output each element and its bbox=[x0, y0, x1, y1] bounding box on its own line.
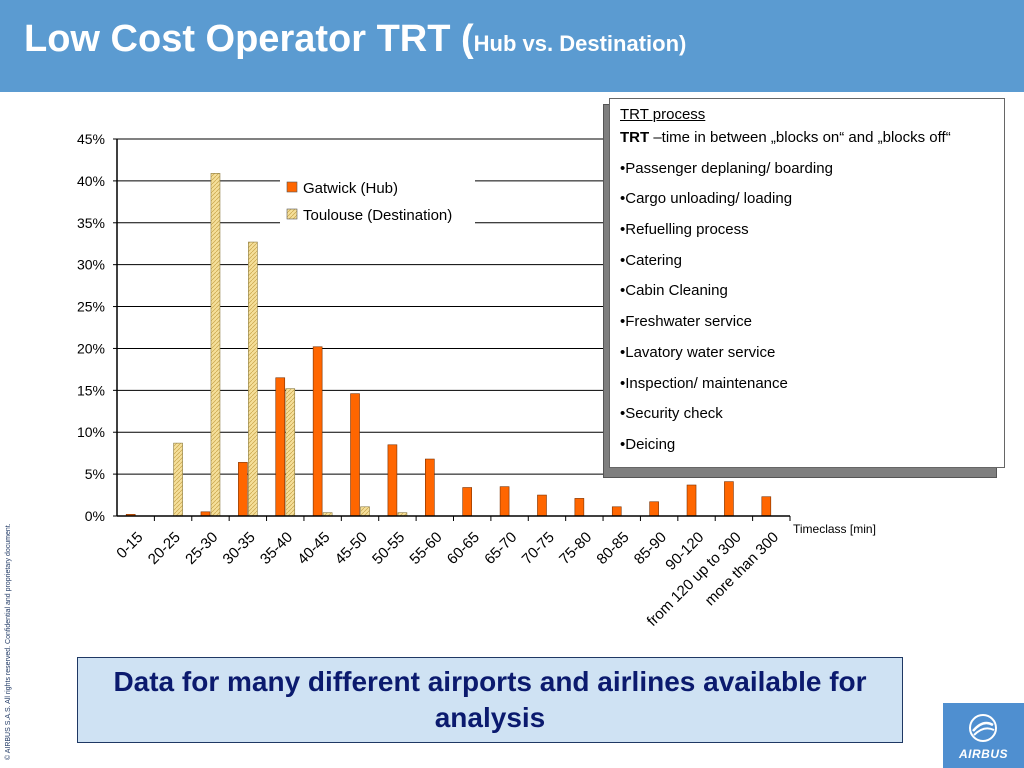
bar-toulouse bbox=[285, 388, 296, 517]
info-definition: TRT –time in between „blocks on“ and „bl… bbox=[620, 129, 1004, 160]
info-title: TRT process bbox=[620, 106, 706, 123]
bar-gatwick bbox=[387, 444, 398, 517]
x-tick-label: 75-80 bbox=[556, 529, 595, 568]
bar-gatwick bbox=[312, 346, 323, 517]
x-tick-label: 60-65 bbox=[444, 529, 483, 568]
bars bbox=[125, 173, 772, 517]
info-item: •Cabin Cleaning bbox=[620, 282, 728, 300]
x-tick-label: 45-50 bbox=[332, 529, 371, 568]
info-item: •Cargo unloading/ loading bbox=[620, 190, 793, 208]
x-tick-label: 20-25 bbox=[145, 529, 184, 568]
y-tick-label: 20% bbox=[77, 340, 105, 356]
bar-gatwick bbox=[611, 506, 622, 517]
bar-gatwick bbox=[537, 494, 547, 517]
legend-swatch-toulouse bbox=[286, 208, 298, 220]
y-tick-label: 5% bbox=[85, 466, 105, 482]
def-term: TRT bbox=[620, 129, 650, 146]
y-tick-label: 35% bbox=[77, 215, 105, 231]
info-item: •Freshwater service bbox=[620, 313, 752, 331]
x-tick-label: 55-60 bbox=[406, 529, 445, 568]
header-bar: Low Cost Operator TRT (Hub vs. Destinati… bbox=[0, 0, 1024, 92]
bar-gatwick bbox=[275, 377, 286, 517]
bar-gatwick bbox=[499, 486, 510, 517]
logo-text: AIRBUS bbox=[958, 747, 1008, 761]
bar-gatwick bbox=[761, 496, 772, 517]
y-tick-label: 25% bbox=[77, 299, 105, 315]
y-tick-label: 30% bbox=[77, 257, 105, 273]
bar-gatwick bbox=[350, 393, 360, 517]
x-tick-label: 40-45 bbox=[294, 529, 333, 568]
bar-toulouse bbox=[360, 506, 370, 517]
bar-gatwick bbox=[686, 484, 697, 517]
info-item: •Refuelling process bbox=[620, 221, 749, 239]
legend-label-toulouse: Toulouse (Destination) bbox=[303, 207, 452, 224]
y-tick-label: 15% bbox=[77, 382, 105, 398]
x-axis-label: Timeclass [min] bbox=[793, 522, 876, 536]
y-tick-label: 40% bbox=[77, 173, 105, 189]
title-main: Low Cost Operator TRT ( bbox=[24, 18, 474, 60]
legend: Gatwick (Hub) Toulouse (Destination) bbox=[280, 175, 475, 230]
legend-swatch-gatwick bbox=[286, 181, 298, 193]
trt-info-box: TRT process TRT –time in between „blocks… bbox=[609, 98, 1005, 468]
info-item: •Deicing bbox=[620, 435, 676, 453]
bar-gatwick bbox=[238, 462, 248, 517]
x-tick-label: 25-30 bbox=[182, 529, 221, 568]
analysis-banner: Data for many different airports and air… bbox=[77, 657, 903, 743]
x-tick-label: 50-55 bbox=[369, 529, 408, 568]
x-tick-label: 65-70 bbox=[481, 529, 520, 568]
trt-bar-chart: 0% 5% 10% 15% 20% 25% 30% 35% 40% 45% 0-1520-2525-… bbox=[77, 131, 876, 630]
info-item: •Inspection/ maintenance bbox=[620, 374, 788, 392]
title-sub: Hub vs. Destination) bbox=[473, 31, 687, 56]
legend-background bbox=[280, 175, 475, 230]
info-item: •Passenger deplaning/ boarding bbox=[620, 159, 833, 177]
bar-gatwick bbox=[425, 458, 435, 517]
y-tick-label: 10% bbox=[77, 424, 105, 440]
airbus-logo: AIRBUS bbox=[943, 703, 1024, 768]
grid-lines bbox=[117, 138, 790, 475]
y-tick-label: 0% bbox=[85, 508, 105, 524]
copyright-notice: © AIRBUS S.A.S. All rights reserved. Con… bbox=[5, 523, 12, 760]
bar-gatwick bbox=[574, 498, 585, 517]
info-item: •Lavatory water service bbox=[620, 343, 776, 361]
x-tick-label: 0-15 bbox=[113, 529, 146, 562]
x-tick-label: 35-40 bbox=[257, 529, 296, 568]
airbus-logo-icon bbox=[969, 714, 997, 742]
bar-gatwick bbox=[462, 487, 472, 517]
info-item: •Catering bbox=[620, 251, 682, 269]
bar-gatwick bbox=[724, 481, 734, 517]
x-tick-label: 80-85 bbox=[593, 529, 632, 568]
bar-toulouse bbox=[248, 241, 258, 517]
y-tick-label: 45% bbox=[77, 131, 105, 147]
bar-toulouse bbox=[210, 173, 221, 517]
info-item: •Security check bbox=[620, 405, 723, 423]
bar-toulouse bbox=[173, 442, 183, 517]
def-text: –time in between „blocks on“ and „blocks… bbox=[649, 129, 951, 146]
x-tick-label: 70-75 bbox=[519, 529, 558, 568]
bar-gatwick bbox=[649, 501, 659, 517]
page-title: Low Cost Operator TRT (Hub vs. Destinati… bbox=[24, 18, 686, 61]
legend-label-gatwick: Gatwick (Hub) bbox=[303, 180, 398, 197]
x-tick-label: 30-35 bbox=[220, 529, 259, 568]
